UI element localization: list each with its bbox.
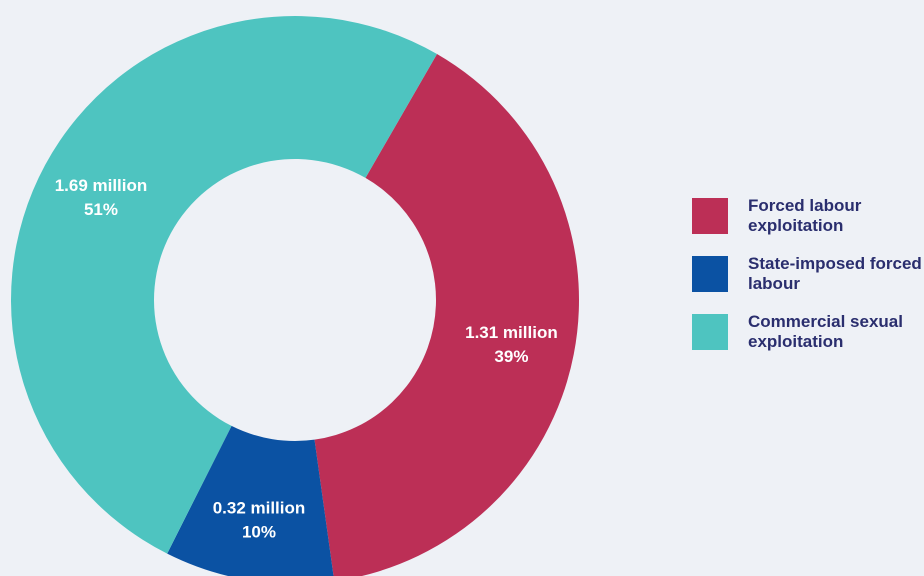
legend: Forced labour exploitation State-imposed…	[692, 196, 924, 370]
slice-value-label-forced-labour: 1.31 million	[465, 323, 558, 342]
legend-item-state-imposed: State-imposed forced labour	[692, 254, 924, 294]
legend-item-forced-labour: Forced labour exploitation	[692, 196, 924, 236]
slice-percent-label-forced-labour: 39%	[494, 347, 528, 366]
legend-swatch-state-imposed	[692, 256, 728, 292]
legend-swatch-forced-labour	[692, 198, 728, 234]
slice-value-label-state-imposed: 0.32 million	[213, 499, 306, 518]
legend-swatch-commercial-sexual	[692, 314, 728, 350]
legend-label-forced-labour: Forced labour exploitation	[748, 196, 862, 235]
legend-label-commercial-sexual: Commercial sexual exploitation	[748, 312, 903, 351]
legend-item-commercial-sexual: Commercial sexual exploitation	[692, 312, 924, 352]
slice-commercial-sexual	[10, 15, 438, 554]
slice-percent-label-state-imposed: 10%	[242, 523, 276, 542]
slice-value-label-commercial-sexual: 1.69 million	[55, 176, 148, 195]
slice-forced-labour	[314, 54, 579, 576]
legend-label-state-imposed: State-imposed forced labour	[748, 254, 922, 293]
slice-percent-label-commercial-sexual: 51%	[84, 200, 118, 219]
slice-state-imposed	[167, 425, 334, 576]
